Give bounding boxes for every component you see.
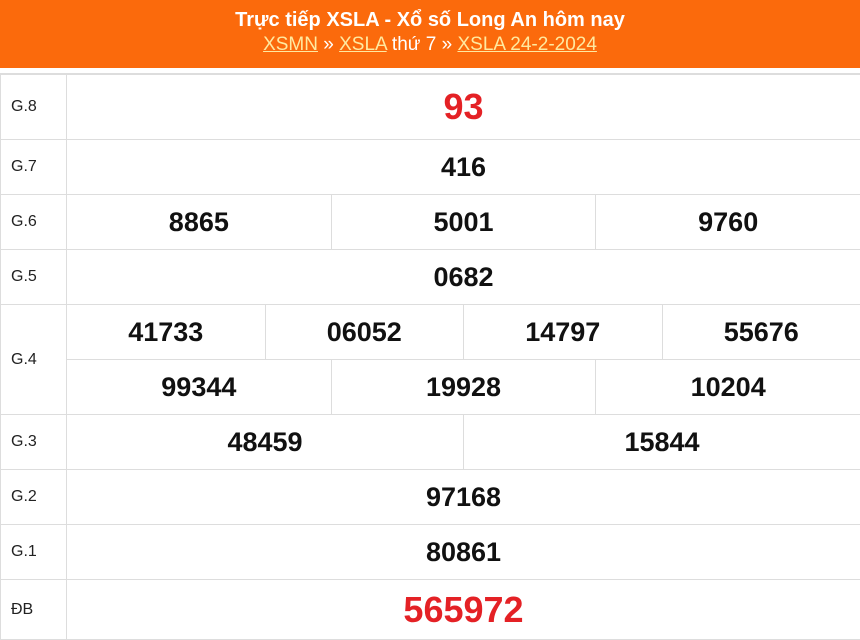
prize-value: 97168 bbox=[67, 470, 860, 525]
prize-label: G.2 bbox=[1, 470, 67, 525]
prize-row-g5: G.5 0682 bbox=[1, 250, 860, 305]
prize-row-g1: G.1 80861 bbox=[1, 525, 860, 580]
prize-label: G.1 bbox=[1, 525, 67, 580]
breadcrumb-text: thứ 7 » bbox=[387, 34, 458, 55]
prize-row-g6: G.6 8865 5001 9760 bbox=[1, 195, 860, 250]
prize-value: 99344 bbox=[67, 360, 331, 414]
prize-row-g7: G.7 416 bbox=[1, 140, 860, 195]
prize-value: 5001 bbox=[331, 195, 596, 249]
breadcrumb: XSMN » XSLA thứ 7 » XSLA 24-2-2024 bbox=[0, 32, 860, 58]
prize-label: G.8 bbox=[1, 75, 67, 140]
special-prize-value: 565972 bbox=[67, 580, 860, 640]
page-header: Trực tiếp XSLA - Xổ số Long An hôm nay X… bbox=[0, 0, 860, 68]
prize-row-g2: G.2 97168 bbox=[1, 470, 860, 525]
breadcrumb-date-link[interactable]: XSLA 24-2-2024 bbox=[457, 34, 596, 55]
prize-value: 48459 bbox=[67, 415, 463, 469]
prize-value: 14797 bbox=[463, 305, 662, 359]
prize-value: 80861 bbox=[67, 525, 860, 580]
prize-value: 15844 bbox=[463, 415, 860, 469]
prize-label: G.5 bbox=[1, 250, 67, 305]
prize-row-g8: G.8 93 bbox=[1, 75, 860, 140]
prize-value: 8865 bbox=[67, 195, 331, 249]
breadcrumb-xsla-link[interactable]: XSLA bbox=[339, 34, 387, 55]
prize-value: 06052 bbox=[265, 305, 464, 359]
prize-row-g4b: 99344 19928 10204 bbox=[1, 360, 860, 415]
prize-label: G.7 bbox=[1, 140, 67, 195]
prize-value: 55676 bbox=[662, 305, 860, 359]
prize-label: G.3 bbox=[1, 415, 67, 470]
breadcrumb-separator: » bbox=[318, 34, 339, 55]
results-table: G.8 93 G.7 416 G.6 8865 5001 9760 G.5 06… bbox=[0, 74, 860, 640]
prize-row-db: ĐB 565972 bbox=[1, 580, 860, 640]
breadcrumb-xsmn-link[interactable]: XSMN bbox=[263, 34, 318, 55]
prize-value: 416 bbox=[67, 140, 860, 195]
page-title: Trực tiếp XSLA - Xổ số Long An hôm nay bbox=[0, 8, 860, 32]
prize-label: G.6 bbox=[1, 195, 67, 250]
prize-row-g4: G.4 41733 06052 14797 55676 bbox=[1, 305, 860, 360]
prize-label: G.4 bbox=[1, 305, 67, 415]
prize-value: 10204 bbox=[595, 360, 860, 414]
prize-value: 9760 bbox=[595, 195, 860, 249]
prize-row-g3: G.3 48459 15844 bbox=[1, 415, 860, 470]
prize-value: 41733 bbox=[67, 305, 265, 359]
prize-value: 0682 bbox=[67, 250, 860, 305]
prize-value: 19928 bbox=[331, 360, 596, 414]
prize-value: 93 bbox=[67, 75, 860, 140]
prize-label: ĐB bbox=[1, 580, 67, 640]
